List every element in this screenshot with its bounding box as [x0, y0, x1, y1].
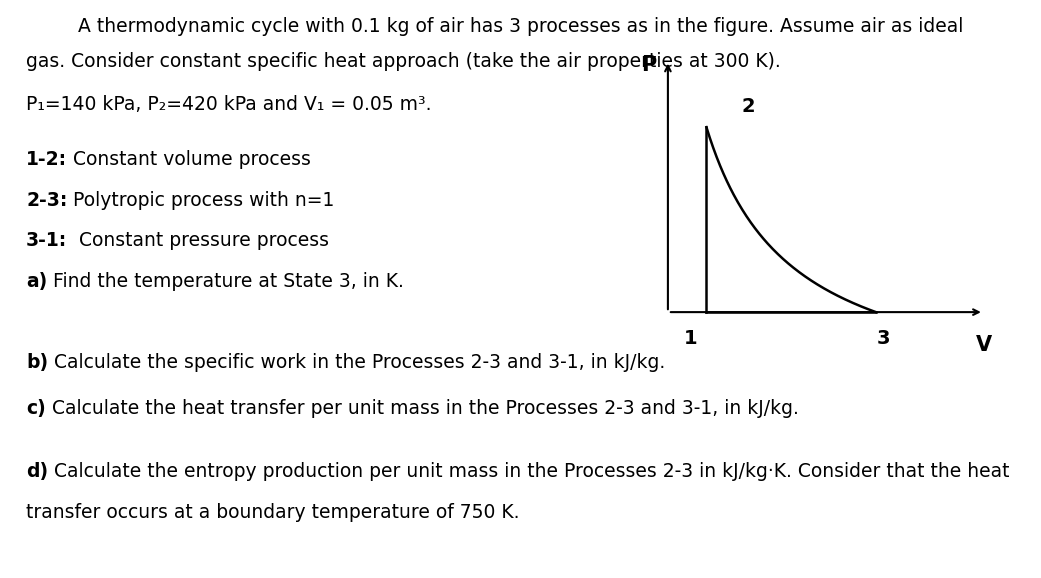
- Text: transfer occurs at a boundary temperature of 750 K.: transfer occurs at a boundary temperatur…: [26, 503, 519, 522]
- Text: A thermodynamic cycle with 0.1 kg of air has 3 processes as in the figure. Assum: A thermodynamic cycle with 0.1 kg of air…: [78, 17, 963, 36]
- Text: 1-2:: 1-2:: [26, 150, 68, 169]
- Text: 3-1:: 3-1:: [26, 231, 68, 250]
- Text: b): b): [26, 353, 48, 372]
- Text: c): c): [26, 399, 46, 418]
- Text: Constant pressure process: Constant pressure process: [68, 231, 329, 250]
- Text: a): a): [26, 272, 47, 291]
- Text: V: V: [975, 335, 992, 355]
- Text: P₁=140 kPa, P₂=420 kPa and V₁ = 0.05 m³.: P₁=140 kPa, P₂=420 kPa and V₁ = 0.05 m³.: [26, 95, 432, 114]
- Text: 2-3:: 2-3:: [26, 191, 68, 210]
- Text: Calculate the entropy production per unit mass in the Processes 2-3 in kJ/kg·K. : Calculate the entropy production per uni…: [48, 462, 1010, 481]
- Text: gas. Consider constant specific heat approach (take the air properties at 300 K): gas. Consider constant specific heat app…: [26, 52, 781, 71]
- Text: P: P: [641, 55, 656, 75]
- Text: 3: 3: [877, 329, 890, 349]
- Text: Constant volume process: Constant volume process: [68, 150, 311, 169]
- Text: 2: 2: [742, 97, 756, 116]
- Text: 1: 1: [684, 329, 697, 349]
- Text: Calculate the heat transfer per unit mass in the Processes 2-3 and 3-1, in kJ/kg: Calculate the heat transfer per unit mas…: [46, 399, 798, 418]
- Text: d): d): [26, 462, 48, 481]
- Text: Polytropic process with n=1: Polytropic process with n=1: [68, 191, 335, 210]
- Text: Calculate the specific work in the Processes 2-3 and 3-1, in kJ/kg.: Calculate the specific work in the Proce…: [48, 353, 665, 372]
- Text: Find the temperature at State 3, in K.: Find the temperature at State 3, in K.: [47, 272, 404, 291]
